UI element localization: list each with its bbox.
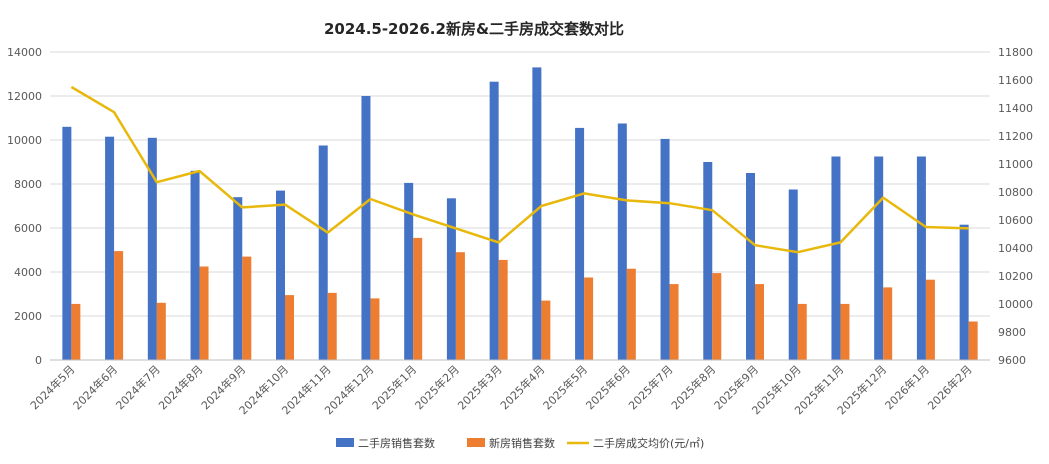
- bar-newhouse-sales: [626, 268, 636, 360]
- bar-newhouse-sales: [242, 256, 252, 360]
- bar-secondhand-sales: [62, 126, 72, 360]
- legend-label: 二手房成交均价(元/㎡): [593, 436, 704, 450]
- bar-secondhand-sales: [746, 173, 755, 360]
- bar-newhouse-sales: [755, 284, 764, 360]
- bar-secondhand-sales: [788, 189, 798, 360]
- bar-newhouse-sales: [797, 303, 807, 360]
- y-right-tick-label: 10000: [998, 298, 1033, 311]
- bar-secondhand-sales: [532, 67, 542, 361]
- bar-newhouse-sales: [968, 321, 978, 360]
- bar-newhouse-sales: [413, 237, 423, 360]
- y-right-tick-label: 10400: [998, 242, 1033, 255]
- y-left-tick-label: 0: [35, 354, 42, 367]
- bar-secondhand-sales: [105, 136, 115, 360]
- y-right-tick-label: 9800: [998, 326, 1026, 339]
- line-layer: [70, 85, 969, 254]
- bar-secondhand-sales: [147, 137, 157, 360]
- legend-label: 二手房销售套数: [358, 436, 435, 450]
- bar-secondhand-sales: [617, 123, 627, 360]
- y-right-tick-label: 9600: [998, 354, 1026, 367]
- bar-secondhand-sales: [874, 156, 884, 360]
- bar-secondhand-sales: [831, 156, 841, 360]
- bar-newhouse-sales: [669, 284, 679, 360]
- bar-newhouse-sales: [285, 295, 294, 360]
- bar-secondhand-sales: [190, 170, 200, 360]
- y-right-tick-label: 10800: [998, 186, 1033, 199]
- bar-newhouse-sales: [925, 279, 935, 360]
- chart-title: 2024.5-2026.2新房&二手房成交套数对比: [324, 20, 624, 38]
- legend-swatch: [467, 438, 485, 447]
- left-axis: 0 2000 4000 6000 8000 10000 12000 14000: [7, 46, 42, 367]
- y-left-tick-label: 6000: [14, 222, 42, 235]
- y-left-tick-label: 2000: [14, 310, 42, 323]
- bar-secondhand-sales: [916, 156, 926, 360]
- bar-secondhand-sales: [703, 162, 713, 360]
- y-left-tick-label: 10000: [7, 134, 42, 147]
- bar-newhouse-sales: [840, 303, 850, 360]
- legend-label: 新房销售套数: [489, 436, 555, 450]
- bar-secondhand-sales: [489, 81, 499, 360]
- bar-newhouse-sales: [370, 298, 380, 360]
- bar-secondhand-sales: [446, 198, 456, 360]
- bar-secondhand-sales: [404, 182, 414, 360]
- bar-secondhand-sales: [959, 224, 969, 360]
- bar-secondhand-sales: [575, 127, 585, 361]
- bar-secondhand-sales: [361, 96, 371, 360]
- bar-newhouse-sales: [712, 273, 722, 360]
- bar-newhouse-sales: [584, 277, 594, 360]
- bar-secondhand-sales: [660, 138, 670, 360]
- y-right-tick-label: 11800: [998, 46, 1033, 59]
- bars-layer: [62, 67, 978, 361]
- y-right-tick-label: 11600: [998, 74, 1033, 87]
- bar-newhouse-sales: [114, 251, 124, 360]
- bar-newhouse-sales: [199, 266, 209, 360]
- bar-newhouse-sales: [883, 287, 893, 360]
- y-left-tick-label: 8000: [14, 178, 42, 191]
- bar-newhouse-sales: [156, 302, 166, 360]
- y-left-tick-label: 4000: [14, 266, 42, 279]
- bar-newhouse-sales: [327, 292, 337, 360]
- y-right-tick-label: 11200: [998, 130, 1033, 143]
- legend: 二手房销售套数 新房销售套数 二手房成交均价(元/㎡): [336, 436, 704, 450]
- y-left-tick-label: 14000: [7, 46, 42, 59]
- bar-secondhand-sales: [233, 197, 243, 360]
- bar-secondhand-sales: [318, 145, 328, 360]
- legend-swatch: [336, 438, 354, 447]
- bar-newhouse-sales: [71, 303, 81, 360]
- y-left-tick-label: 12000: [7, 90, 42, 103]
- y-right-tick-label: 11400: [998, 102, 1033, 115]
- y-right-tick-label: 11000: [998, 158, 1033, 171]
- bar-secondhand-sales: [276, 190, 285, 360]
- bar-newhouse-sales: [541, 300, 551, 360]
- right-axis: 9600 9800 10000 10200 10400 10600 10800 11000 11…: [998, 46, 1033, 367]
- bar-newhouse-sales: [455, 252, 465, 360]
- y-right-tick-label: 10200: [998, 270, 1033, 283]
- line-avg-price: [70, 85, 969, 254]
- bar-newhouse-sales: [498, 259, 508, 360]
- y-right-tick-label: 10600: [998, 214, 1033, 227]
